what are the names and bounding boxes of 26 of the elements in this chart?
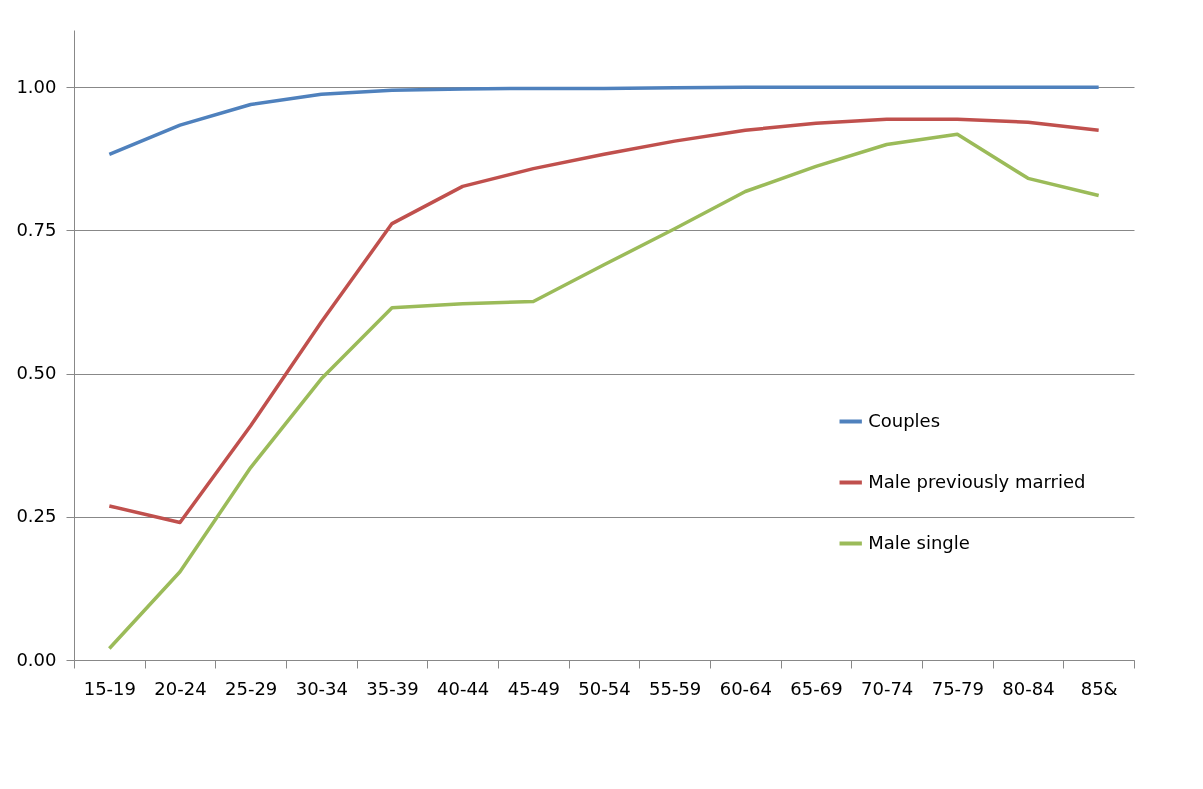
x-tick-label: 40-44 — [437, 677, 490, 699]
y-tick-label: 0.25 — [16, 505, 57, 527]
x-tick-label: 55-59 — [649, 677, 702, 699]
line-series — [107, 132, 1101, 651]
x-tick-label: 65-69 — [790, 677, 843, 699]
x-tick-label: 60-64 — [719, 677, 772, 699]
x-tick-label: 20-24 — [154, 677, 207, 699]
y-tick-label: 1.00 — [16, 75, 57, 97]
legend-label: Male single — [868, 531, 970, 553]
y-tick-label: 0.50 — [16, 362, 57, 384]
legend-label: Male previously married — [868, 470, 1086, 492]
x-tick-label: 35-39 — [366, 677, 419, 699]
x-tick-label: 30-34 — [295, 677, 348, 699]
x-tick-label: 25-29 — [225, 677, 278, 699]
x-tick-label: 85& — [1080, 677, 1118, 699]
line-series — [107, 117, 1101, 525]
x-tick-label: 50-54 — [578, 677, 631, 699]
x-tick-label: 70-74 — [861, 677, 914, 699]
y-tick-label: 0.75 — [16, 218, 57, 240]
line-series — [107, 85, 1101, 157]
x-tick-label: 45-49 — [507, 677, 560, 699]
legend-label: Couples — [868, 409, 941, 431]
y-tick-label: 0.00 — [16, 648, 57, 670]
x-tick-label: 80-84 — [1002, 677, 1055, 699]
x-tick-label: 15-19 — [83, 677, 136, 699]
x-tick-label: 75-79 — [931, 677, 984, 699]
